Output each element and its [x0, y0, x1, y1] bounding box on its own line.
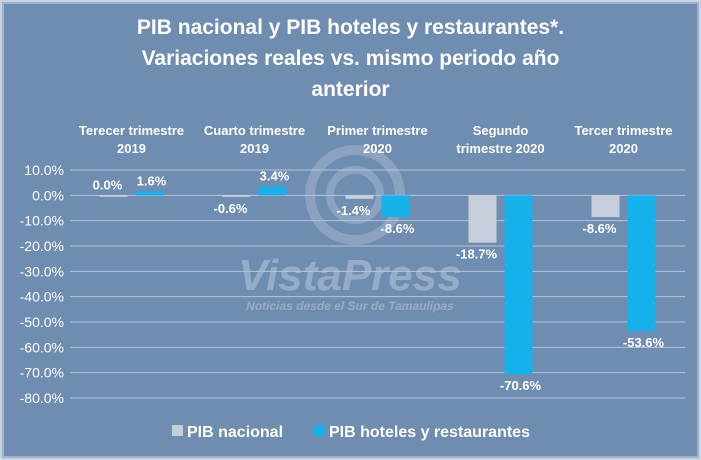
y-tick-label: -40.0% — [20, 289, 64, 305]
watermark-tagline: Noticias desde el Sur de Tamaulipas — [246, 299, 454, 313]
x-tick-label: Terecer trimestre — [79, 123, 184, 138]
x-tick-label: 2020 — [363, 141, 392, 156]
y-tick-label: 10.0% — [24, 162, 64, 178]
legend-label: PIB nacional — [187, 424, 283, 441]
data-label: 3.4% — [260, 169, 290, 184]
title-line: anterior — [311, 78, 390, 101]
bar-pib-hoteles — [381, 195, 410, 218]
watermark-brand: VistaPress — [238, 251, 461, 300]
legend-swatch — [172, 425, 183, 436]
y-tick-label: -30.0% — [20, 263, 64, 279]
y-tick-label: -10.0% — [20, 213, 64, 229]
chart-title: PIB nacional y PIB hoteles y restaurante… — [0, 12, 701, 105]
bar-pib-nacional — [222, 195, 251, 197]
data-label: -8.6% — [381, 221, 415, 236]
y-tick-label: -50.0% — [20, 314, 64, 330]
data-label: 1.6% — [137, 173, 167, 188]
x-tick-label: Primer trimestre — [327, 123, 427, 138]
y-tick-label: -70.0% — [20, 365, 64, 381]
data-label: -8.6% — [583, 221, 617, 236]
bar-pib-nacional — [345, 195, 374, 199]
bar-pib-hoteles — [627, 195, 656, 332]
bar-pib-hoteles — [135, 191, 164, 196]
legend-label: PIB hoteles y restaurantes — [329, 424, 530, 441]
bar-pib-nacional — [99, 195, 128, 197]
title-line: PIB nacional y PIB hoteles y restaurante… — [136, 16, 565, 39]
bar-pib-hoteles — [258, 186, 287, 196]
bar-pib-hoteles — [504, 195, 533, 375]
y-tick-label: -20.0% — [20, 238, 64, 254]
x-tick-label: Segundo — [473, 123, 529, 138]
data-label: -0.6% — [214, 201, 248, 216]
bar-pib-nacional — [468, 195, 497, 243]
y-tick-label: 0.0% — [32, 187, 64, 203]
x-tick-label: 2019 — [240, 141, 269, 156]
x-tick-label: Cuarto trimestre — [204, 123, 305, 138]
data-label: -70.6% — [500, 378, 542, 393]
legend-swatch — [314, 425, 325, 436]
x-tick-label: 2019 — [117, 141, 146, 156]
y-tick-label: -80.0% — [20, 390, 64, 406]
bar-pib-nacional — [591, 195, 620, 218]
data-label: -18.7% — [456, 247, 498, 262]
x-tick-label: Tercer trimestre — [574, 123, 672, 138]
x-tick-label: trimestre 2020 — [456, 141, 544, 156]
data-label: 0.0% — [93, 177, 123, 192]
x-tick-label: 2020 — [609, 141, 638, 156]
data-label: -53.6% — [623, 335, 665, 350]
data-label: -1.4% — [337, 203, 371, 218]
title-line: Variaciones reales vs. mismo periodo año — [141, 47, 560, 70]
y-tick-label: -60.0% — [20, 339, 64, 355]
